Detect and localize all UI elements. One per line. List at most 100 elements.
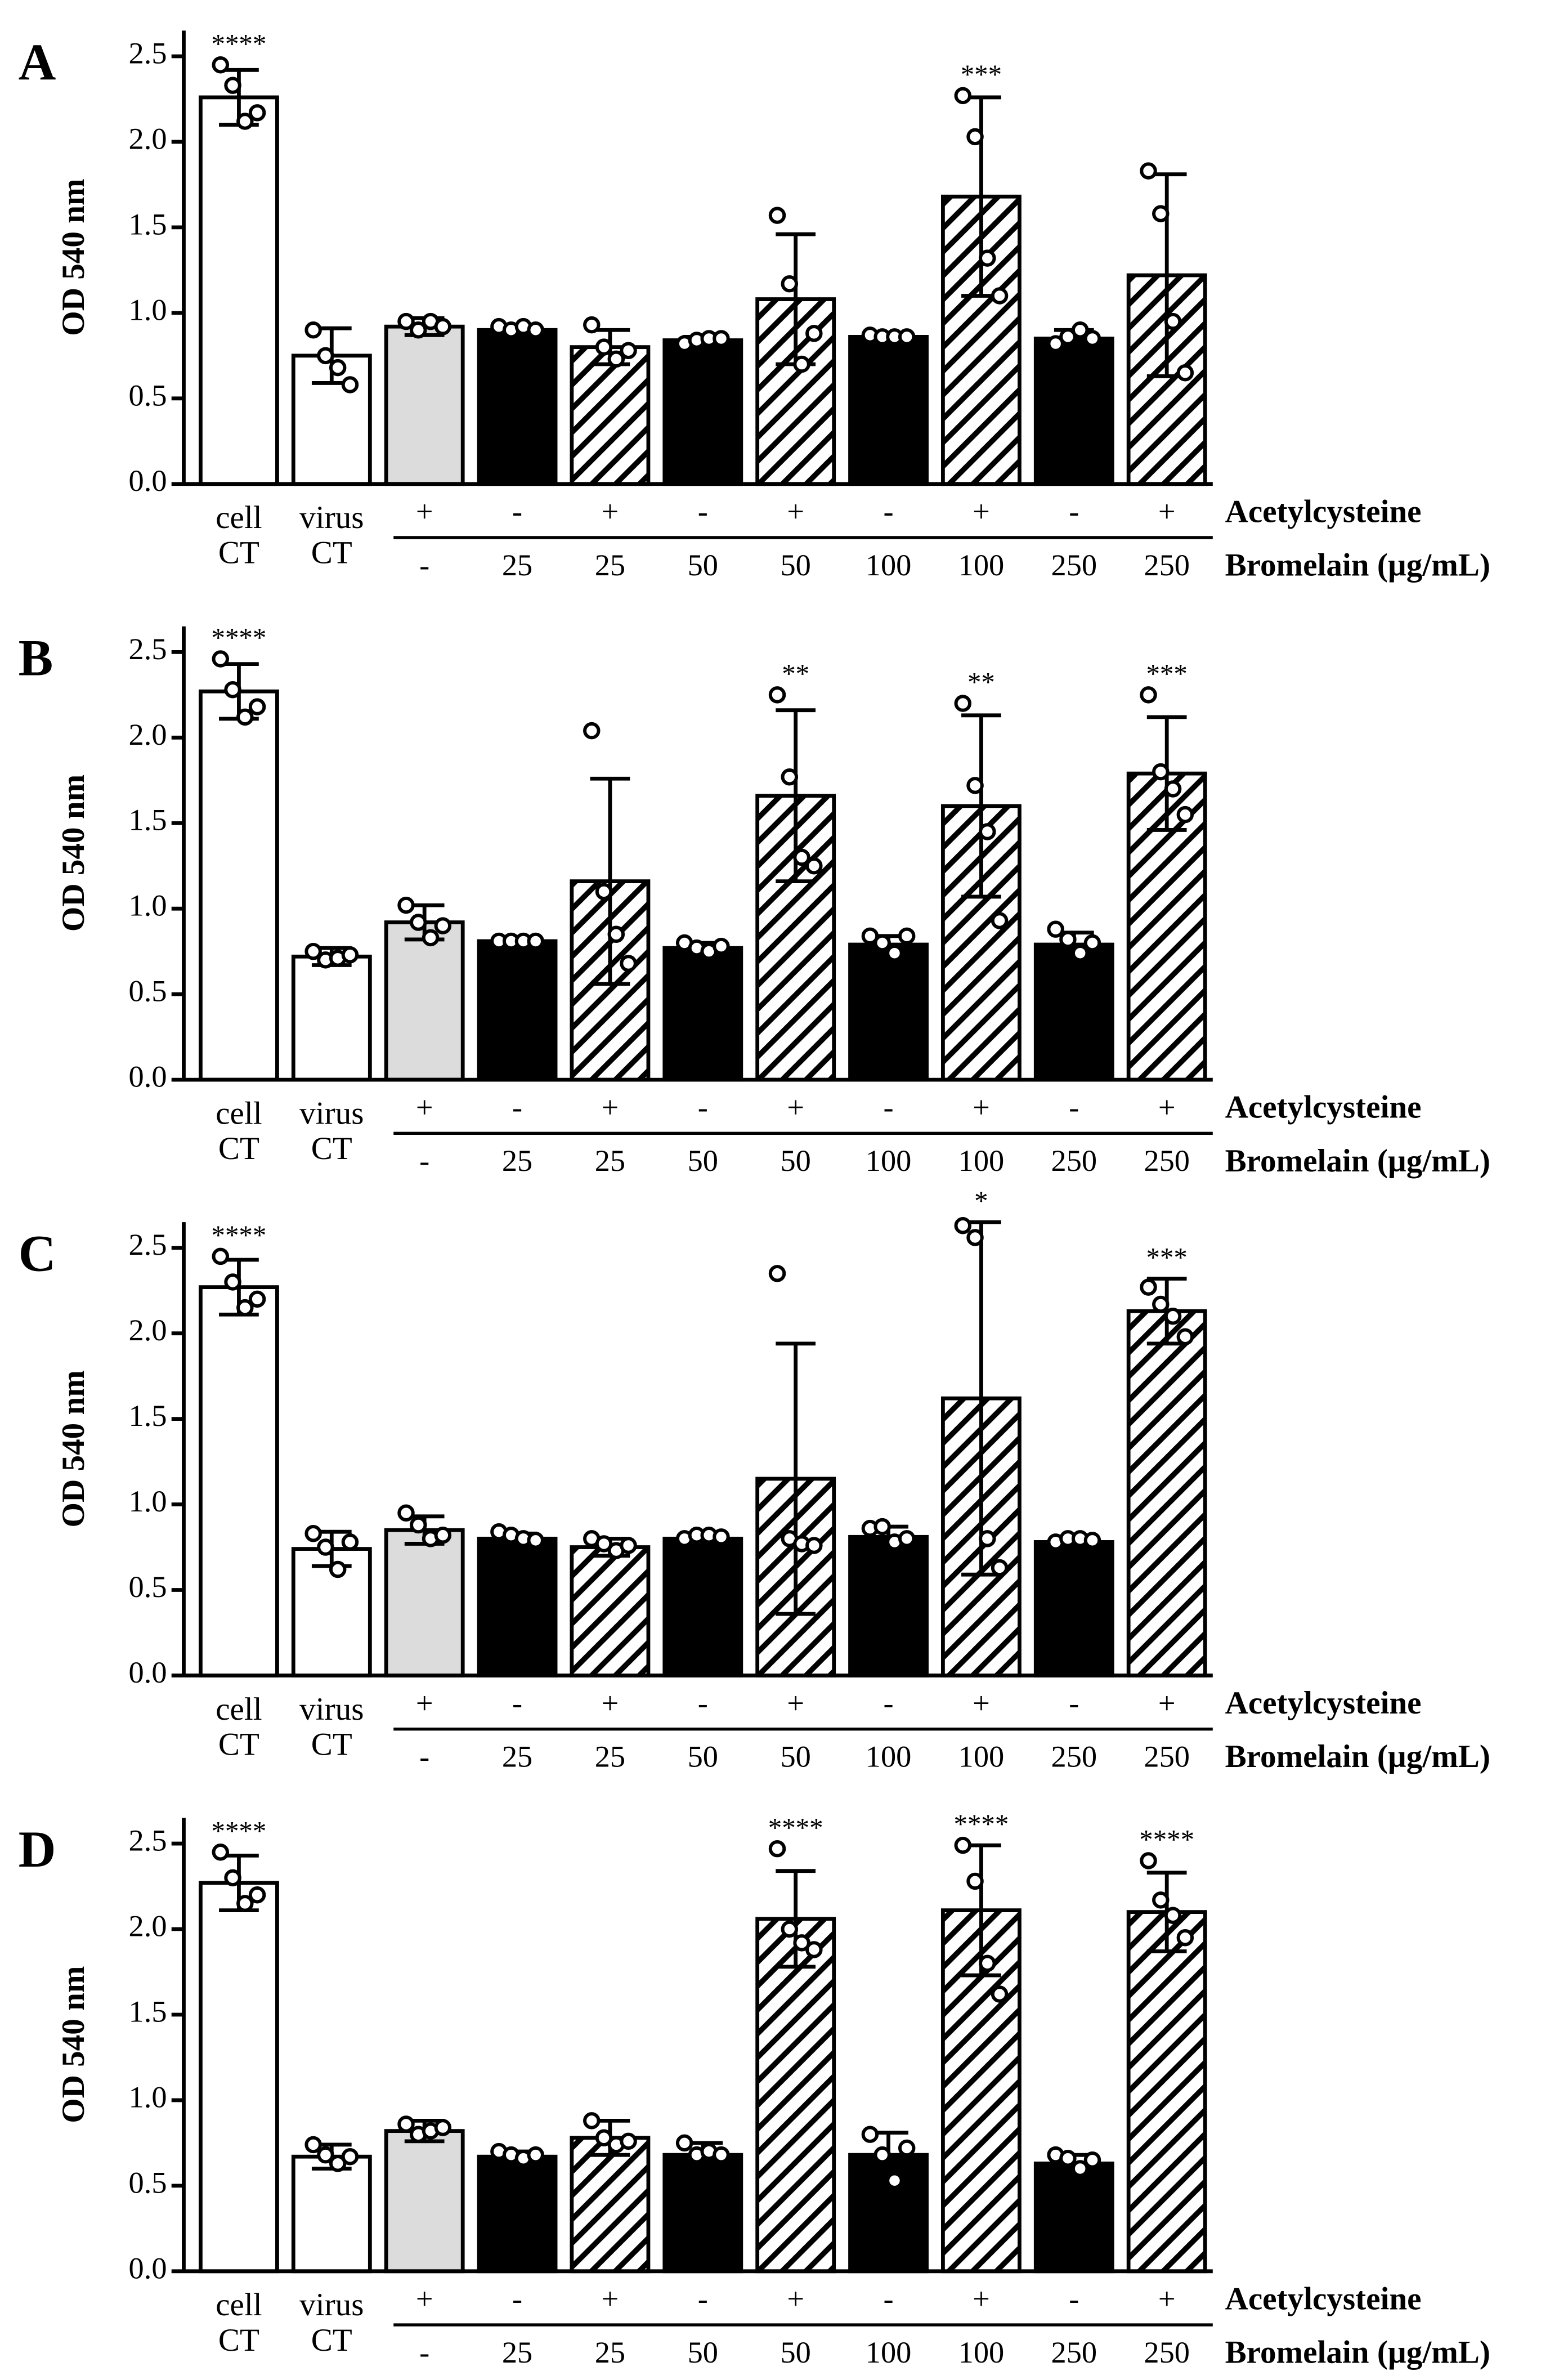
x-row-name: Bromelain (µg/mL) <box>1225 1739 1490 1774</box>
y-tick-label: 1.0 <box>129 2080 167 2114</box>
data-point <box>527 932 544 950</box>
data-point <box>583 316 601 334</box>
data-point <box>781 1920 799 1938</box>
significance-label: * <box>974 1185 988 1216</box>
y-tick-label: 2.5 <box>129 632 167 666</box>
data-point <box>1164 1907 1182 1924</box>
x-row-label: 100 <box>958 1144 1005 1178</box>
x-row-label: 100 <box>866 1740 912 1774</box>
data-point <box>1047 920 1064 938</box>
data-point <box>304 942 322 960</box>
x-category-label: cell <box>216 2287 262 2323</box>
data-point <box>248 698 266 715</box>
data-point <box>527 2146 544 2164</box>
bar <box>1033 942 1114 1082</box>
y-axis-label: OD 540 nm <box>56 178 91 335</box>
data-point <box>1071 321 1089 339</box>
bar <box>570 2136 651 2274</box>
data-point <box>304 2136 322 2154</box>
data-point <box>713 330 730 347</box>
x-row-label: 250 <box>1051 1740 1097 1774</box>
x-row-label: 50 <box>688 2336 718 2369</box>
data-point <box>317 2146 334 2164</box>
data-point <box>212 1844 230 1861</box>
data-point <box>805 857 823 875</box>
data-point <box>329 2155 347 2172</box>
data-point <box>397 896 415 914</box>
panel: COD 540 nm0.00.51.01.52.02.5 ****cellCTvi… <box>19 1185 1490 1774</box>
data-point <box>434 1527 452 1544</box>
significance-label: **** <box>211 1815 266 1846</box>
x-row-label: - <box>512 495 522 529</box>
panel-label: B <box>19 629 53 687</box>
data-point <box>236 113 254 130</box>
data-point <box>1176 1328 1194 1345</box>
x-row-label: 250 <box>1144 2336 1190 2369</box>
significance-label: *** <box>1146 658 1187 689</box>
x-row-label: + <box>602 495 619 529</box>
x-row-label: 50 <box>780 2336 810 2369</box>
data-point <box>1083 330 1101 347</box>
x-row-label: - <box>512 1090 522 1124</box>
x-row-label: 250 <box>1144 1740 1190 1774</box>
y-tick-label: 2.0 <box>129 718 167 751</box>
x-row-label: - <box>512 2282 522 2316</box>
bar <box>570 1545 651 1677</box>
x-category-label: CT <box>311 1131 352 1166</box>
x-row-name: Acetylcysteine <box>1225 1685 1422 1721</box>
x-category-label: CT <box>218 1726 259 1762</box>
data-point <box>991 1985 1009 2003</box>
y-tick-label: 2.0 <box>129 1909 167 1943</box>
x-row-label: 50 <box>688 1740 718 1774</box>
bar <box>291 2154 372 2274</box>
data-point <box>861 927 879 945</box>
data-point <box>583 722 601 740</box>
bar <box>199 95 279 486</box>
x-row-name: Bromelain (µg/mL) <box>1225 2335 1490 2370</box>
data-point <box>317 1538 334 1556</box>
data-point <box>341 1533 359 1551</box>
data-point <box>966 1229 984 1246</box>
panel-label: A <box>19 34 56 91</box>
x-row-label: 50 <box>780 1740 810 1774</box>
data-point <box>713 1528 730 1546</box>
x-category-label: CT <box>218 535 259 571</box>
data-point <box>341 376 359 393</box>
data-point <box>979 249 996 267</box>
data-point <box>1140 1852 1157 1869</box>
x-row-label: + <box>602 2282 619 2316</box>
y-axis-label: OD 540 nm <box>56 1370 91 1527</box>
x-row-label: + <box>1158 495 1176 529</box>
data-point <box>1083 1532 1101 1549</box>
data-point <box>434 917 452 934</box>
panel-label: D <box>19 1821 56 1878</box>
data-point <box>410 914 427 931</box>
data-point <box>317 347 334 365</box>
x-row-name: Bromelain (µg/mL) <box>1225 548 1490 583</box>
x-row-label: - <box>883 1090 893 1124</box>
data-point <box>898 2139 916 2157</box>
bar <box>199 1285 279 1677</box>
x-row-label: 25 <box>502 1740 532 1774</box>
bar <box>848 942 929 1082</box>
significance-label: **** <box>953 1809 1009 1840</box>
data-point <box>675 2134 693 2152</box>
bar <box>570 345 651 486</box>
panel: AOD 540 nm0.00.51.01.52.02.5 ****cellCTvi… <box>19 28 1490 583</box>
data-point <box>873 934 891 952</box>
significance-label: **** <box>768 1812 823 1843</box>
data-point <box>224 1273 241 1291</box>
data-point <box>620 955 637 972</box>
x-row-label: 50 <box>688 548 718 582</box>
data-point <box>1176 806 1194 824</box>
y-tick-label: 1.5 <box>129 1994 167 2028</box>
y-tick-label: 0.5 <box>129 974 167 1008</box>
data-point <box>898 927 916 945</box>
x-row-label: - <box>698 1686 708 1720</box>
data-point <box>248 104 266 122</box>
x-row-label: 50 <box>780 1144 810 1178</box>
y-tick-label: 1.0 <box>129 889 167 923</box>
data-point <box>805 1537 823 1554</box>
x-category-label: cell <box>216 1692 262 1727</box>
